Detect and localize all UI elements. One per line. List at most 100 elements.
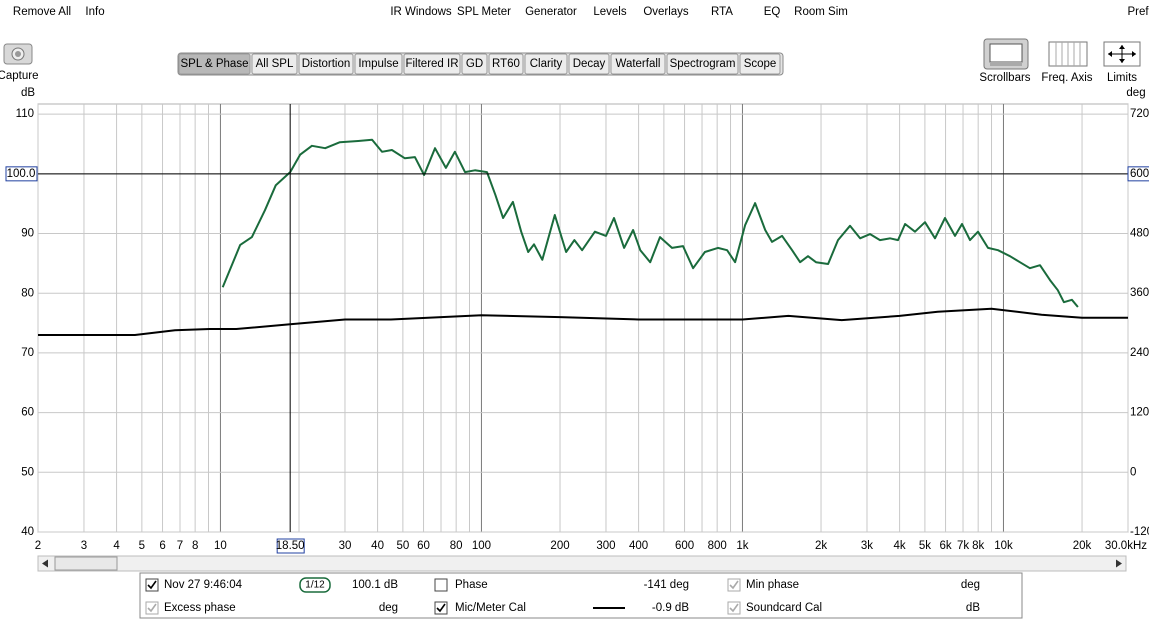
view-button-label[interactable]: Scrollbars (979, 72, 1030, 84)
tab[interactable] (461, 53, 488, 75)
tab-label[interactable]: RT60 (492, 58, 520, 70)
smoothing-box[interactable] (299, 577, 331, 593)
legend-readout: 100.1 dB (352, 579, 398, 591)
checkbox[interactable] (145, 601, 159, 615)
toolbar-button[interactable]: RTA (711, 6, 733, 18)
series-line (38, 307, 1128, 336)
y-tick-label: 80 (21, 287, 34, 299)
cursor-x-label: 18.50 (276, 540, 305, 552)
scroll-right[interactable] (1116, 559, 1122, 568)
tab-label[interactable]: All SPL (256, 58, 294, 70)
x-tick-label: 8k (972, 540, 984, 552)
x-tick-label: 8 (192, 540, 198, 552)
legend-series-name[interactable]: Mic/Meter Cal (455, 602, 526, 614)
checkbox[interactable] (145, 578, 159, 592)
toolbar-button[interactable]: Overlays (643, 6, 689, 18)
series-line (221, 138, 1079, 308)
x-tick-label: 20k (1073, 540, 1092, 552)
x-tick-label: 50 (396, 540, 409, 552)
x-tick-label: 80 (450, 540, 463, 552)
checkbox[interactable] (727, 601, 741, 615)
checkmark[interactable] (147, 580, 157, 590)
scrollbars-icon[interactable] (983, 38, 1029, 70)
tab[interactable] (251, 53, 298, 75)
x-tick-label: 10k (994, 540, 1013, 552)
tab[interactable] (524, 53, 568, 75)
checkbox[interactable] (434, 601, 448, 615)
cursor-y2-box (1127, 166, 1149, 182)
checkmark[interactable] (147, 603, 157, 613)
capture-icon[interactable] (3, 43, 33, 65)
freq-axis-icon[interactable] (1048, 41, 1088, 67)
x-tick-label: 200 (550, 540, 569, 552)
checkmark[interactable] (729, 580, 739, 590)
scrollbar-track[interactable] (37, 555, 1127, 572)
smoothing-label: 1/12 (305, 580, 325, 591)
tab[interactable] (739, 53, 781, 75)
x-tick-label: 800 (708, 540, 727, 552)
tab-label[interactable]: Filtered IR (405, 58, 458, 70)
x-tick-label: 30 (339, 540, 352, 552)
toolbar-button[interactable]: IR Windows (390, 6, 452, 18)
tab-label[interactable]: GD (466, 58, 483, 70)
x-tick-label: 3k (861, 540, 873, 552)
capture-label[interactable]: Capture (0, 70, 38, 82)
toolbar-button[interactable]: Room Sim (794, 6, 848, 18)
tab[interactable] (568, 53, 610, 75)
legend-item-label[interactable]: Phase (455, 579, 488, 591)
y2-tick-label: -120 (1130, 526, 1149, 538)
legend-item-label[interactable]: Excess phase (164, 602, 236, 614)
x-tick-label: 600 (675, 540, 694, 552)
legend-readout: -141 deg (644, 579, 689, 591)
toolbar-button[interactable]: Info (85, 6, 104, 18)
tab[interactable] (354, 53, 403, 75)
limits-icon[interactable] (1103, 41, 1141, 67)
legend-readout: -0.9 dB (652, 602, 689, 614)
toolbar-button[interactable]: Remove All (13, 6, 71, 18)
x-tick-label: 6k (939, 540, 951, 552)
x-tick-label: 7 (177, 540, 183, 552)
checkbox[interactable] (434, 578, 448, 592)
y-tick-label: 40 (21, 526, 34, 538)
tab-label[interactable]: Waterfall (616, 58, 661, 70)
view-button-label[interactable]: Limits (1107, 72, 1137, 84)
y2-tick-label: 720 (1130, 108, 1149, 120)
toolbar-button[interactable]: Levels (593, 6, 626, 18)
tab-label[interactable]: SPL & Phase (181, 58, 249, 70)
x-tick-label: 4 (113, 540, 120, 552)
tab-label[interactable]: Distortion (302, 58, 351, 70)
checkmark[interactable] (436, 603, 446, 613)
tab[interactable] (610, 53, 666, 75)
tab-label[interactable]: Spectrogram (670, 58, 736, 70)
toolbar-button[interactable]: Generator (525, 6, 577, 18)
toolbar-button[interactable]: Pref (1127, 6, 1149, 18)
x-tick-label: 5 (139, 540, 145, 552)
legend-item-label[interactable]: Soundcard Cal (746, 602, 822, 614)
tab-label[interactable]: Scope (744, 58, 777, 70)
legend-series-name[interactable]: Nov 27 9:46:04 (164, 579, 243, 591)
x-tick-label: 30.0kHz (1105, 540, 1147, 552)
tab[interactable] (298, 53, 354, 75)
tab[interactable] (666, 53, 739, 75)
cursor-x-box (276, 538, 305, 554)
tab[interactable] (488, 53, 524, 75)
tab-label[interactable]: Clarity (530, 58, 563, 70)
checkmark[interactable] (729, 603, 739, 613)
x-tick-label: 7k (957, 540, 969, 552)
view-button-label[interactable]: Freq. Axis (1041, 72, 1092, 84)
toolbar-button[interactable]: EQ (764, 6, 781, 18)
y2-tick-label: 480 (1130, 227, 1149, 239)
scroll-left[interactable] (42, 559, 48, 568)
tab-label[interactable]: Impulse (358, 58, 398, 70)
toolbar-button[interactable]: SPL Meter (457, 6, 511, 18)
tab[interactable] (403, 53, 461, 75)
y-tick-label: 70 (21, 347, 34, 359)
legend-item-label[interactable]: Min phase (746, 579, 799, 591)
checkbox[interactable] (727, 578, 741, 592)
x-tick-label: 6 (159, 540, 165, 552)
scrollbar-thumb[interactable] (54, 556, 118, 571)
y-unit: dB (21, 87, 35, 99)
tab[interactable] (178, 53, 251, 75)
tab-label[interactable]: Decay (573, 58, 606, 70)
